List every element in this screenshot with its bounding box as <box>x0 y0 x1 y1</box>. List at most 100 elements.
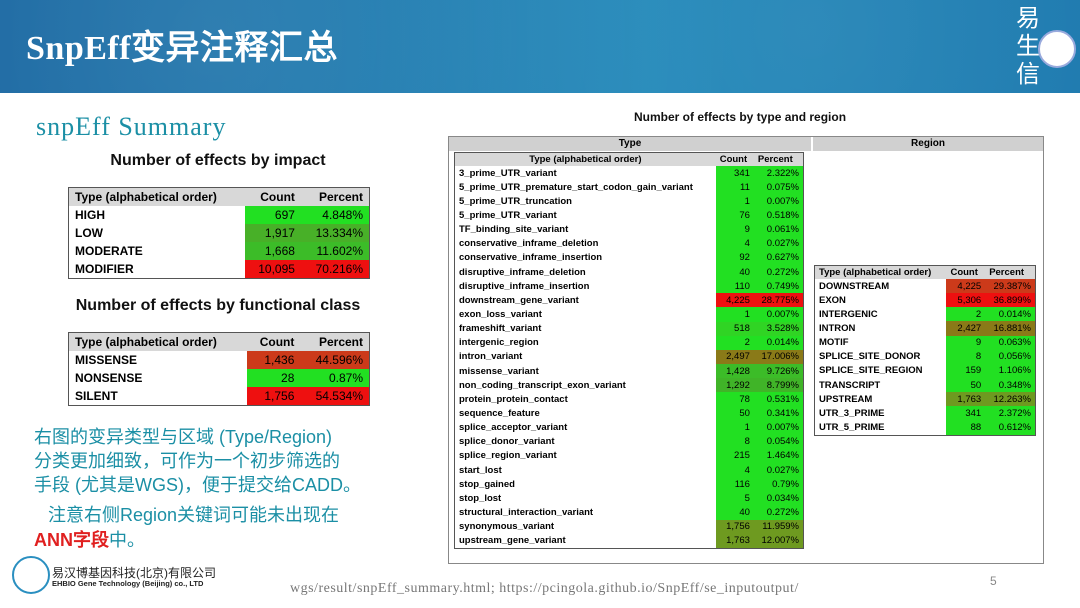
row-count: 10,095 <box>245 260 301 279</box>
row-count: 78 <box>715 392 754 407</box>
region-panel-header: Region <box>813 137 1043 151</box>
row-type: sequence_feature <box>459 407 540 419</box>
row-percent: 0.749% <box>753 279 804 294</box>
row-count: 4,225 <box>946 279 986 294</box>
row-type: MODIFIER <box>75 262 134 276</box>
table-row: TRANSCRIPT 50 0.348% <box>815 377 1036 393</box>
row-count: 28 <box>246 369 301 387</box>
row-percent: 3.528% <box>753 321 804 336</box>
row-type: EXON <box>819 294 846 306</box>
row-count: 1,917 <box>245 224 301 242</box>
source-url: wgs/result/snpEff_summary.html; https://… <box>290 581 799 596</box>
row-type: conservative_inframe_insertion <box>459 252 603 264</box>
row-type: 5_prime_UTR_truncation <box>459 195 572 207</box>
row-percent: 12.007% <box>753 533 804 549</box>
row-percent: 0.056% <box>985 349 1036 364</box>
summary-subtitle: snpEff Summary <box>36 112 227 141</box>
row-type: LOW <box>75 226 103 240</box>
row-type: frameshift_variant <box>459 323 542 335</box>
row-count: 518 <box>715 321 754 336</box>
row-count: 2 <box>715 335 754 350</box>
row-percent: 0.79% <box>753 477 804 492</box>
row-type: SPLICE_SITE_DONOR <box>819 351 921 363</box>
row-percent: 4.848% <box>300 206 370 224</box>
row-count: 50 <box>946 377 986 393</box>
row-percent: 36.899% <box>985 293 1036 308</box>
row-type: UTR_5_PRIME <box>819 421 885 433</box>
row-type: non_coding_transcript_exon_variant <box>459 379 626 391</box>
table-row: TF_binding_site_variant 9 0.061% <box>455 222 804 237</box>
row-type: MOTIF <box>819 337 849 349</box>
table-row: frameshift_variant 518 3.528% <box>455 321 804 336</box>
table-row: LOW 1,917 13.334% <box>69 224 370 242</box>
row-count: 4 <box>715 236 754 251</box>
row-count: 1 <box>715 194 754 209</box>
table-row: SPLICE_SITE_REGION 159 1.106% <box>815 363 1036 378</box>
row-count: 341 <box>715 166 754 181</box>
row-count: 1,756 <box>715 519 754 534</box>
row-percent: 0.007% <box>753 307 804 322</box>
row-count: 5 <box>715 491 754 506</box>
row-percent: 1.464% <box>753 448 804 463</box>
logo-char-3: 信 <box>1016 61 1040 88</box>
note-line-5: ANN字段中。 <box>34 527 145 553</box>
row-type: splice_donor_variant <box>459 436 555 448</box>
row-percent: 0.034% <box>753 491 804 506</box>
table-row: conservative_inframe_deletion 4 0.027% <box>455 236 804 251</box>
row-type: intergenic_region <box>459 337 539 349</box>
table-row: disruptive_inframe_insertion 110 0.749% <box>455 279 804 294</box>
row-percent: 0.075% <box>753 180 804 195</box>
row-percent: 29.387% <box>985 279 1036 294</box>
table-row: disruptive_inframe_deletion 40 0.272% <box>455 264 804 280</box>
table-row: 3_prime_UTR_variant 341 2.322% <box>455 166 804 181</box>
region-col-type: Type (alphabetical order) <box>814 265 947 279</box>
row-type: INTERGENIC <box>819 308 878 320</box>
type-col-count: Count <box>715 152 754 166</box>
table-row: non_coding_transcript_exon_variant 1,292 8… <box>455 378 804 393</box>
row-type: upstream_gene_variant <box>459 535 566 547</box>
row-percent: 8.799% <box>753 378 804 393</box>
row-count: 4,225 <box>715 293 754 308</box>
row-percent: 0.007% <box>753 194 804 209</box>
row-count: 2,497 <box>715 349 754 364</box>
note-line-3: 手段 (尤其是WGS)，便于提交给CADD。 <box>34 475 361 495</box>
row-type: disruptive_inframe_insertion <box>459 280 590 292</box>
type-table: Type (alphabetical order) Count Percent … <box>454 152 804 549</box>
row-percent: 0.272% <box>753 505 804 520</box>
row-percent: 13.334% <box>300 224 370 242</box>
row-percent: 0.518% <box>753 208 804 223</box>
row-type: intron_variant <box>459 351 523 363</box>
impact-table: Type (alphabetical order) Count Percent … <box>68 187 370 279</box>
row-percent: 11.602% <box>300 242 370 260</box>
table-row: MISSENSE 1,436 44.596% <box>69 351 370 369</box>
note-line-5-rest: 中。 <box>109 530 145 550</box>
row-count: 11 <box>715 180 754 195</box>
row-type: UPSTREAM <box>819 393 873 405</box>
row-count: 2 <box>946 307 986 322</box>
row-count: 1,428 <box>715 363 754 379</box>
row-type: TF_binding_site_variant <box>459 224 569 236</box>
table-row: synonymous_variant 1,756 11.959% <box>455 519 804 534</box>
table-row: protein_protein_contact 78 0.531% <box>455 392 804 407</box>
row-count: 40 <box>715 505 754 520</box>
row-percent: 0.272% <box>753 264 804 280</box>
table-row: splice_acceptor_variant 1 0.007% <box>455 420 804 435</box>
row-percent: 0.348% <box>985 377 1036 393</box>
region-table: Type (alphabetical order) Count Percent … <box>814 265 1036 436</box>
type-region-title: Number of effects by type and region <box>634 110 847 124</box>
table-row: SPLICE_SITE_DONOR 8 0.056% <box>815 349 1036 364</box>
header-banner <box>0 0 1080 93</box>
table-row: 5_prime_UTR_variant 76 0.518% <box>455 208 804 223</box>
row-count: 1 <box>715 420 754 435</box>
impact-col-percent: Percent <box>300 187 370 206</box>
row-count: 159 <box>946 363 986 378</box>
row-count: 697 <box>245 206 301 224</box>
row-count: 116 <box>715 477 754 492</box>
table-row: HIGH 697 4.848% <box>69 206 370 224</box>
row-percent: 0.014% <box>985 307 1036 322</box>
row-percent: 0.627% <box>753 250 804 265</box>
table-row: downstream_gene_variant 4,225 28.775% <box>455 293 804 308</box>
table-row: 5_prime_UTR_premature_start_codon_gain_v… <box>455 180 804 195</box>
func-col-percent: Percent <box>300 332 370 351</box>
row-percent: 44.596% <box>300 351 370 369</box>
